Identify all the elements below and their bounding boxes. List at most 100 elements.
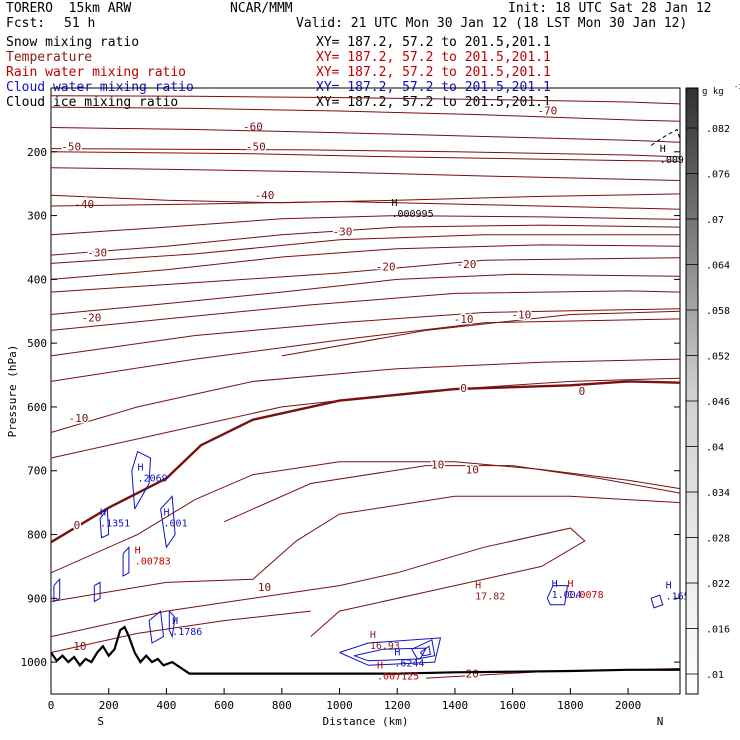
cloud-water-contour [353, 647, 427, 662]
max-marker: H [377, 660, 383, 671]
colorbar-tick-label: .064 [706, 261, 730, 272]
legend-xy: XY= 187.2, 57.2 to 201.5,201.1 [316, 35, 551, 50]
max-marker-value: .165 [666, 592, 690, 603]
temperature-contour-label: -50 [246, 141, 266, 154]
temperature-contour [50, 200, 681, 210]
max-marker-value: 1.004 [552, 590, 582, 601]
temperature-contour-label: -10 [511, 308, 531, 321]
init-time: Init: 18 UTC Sat 28 Jan 12 [508, 1, 712, 16]
max-marker-value: .6244 [394, 659, 424, 670]
x-tick-label: 800 [272, 699, 292, 712]
y-tick-label: 300 [27, 210, 47, 223]
temperature-contour-label: -50 [61, 141, 81, 154]
temperature-contour [50, 224, 681, 256]
temperature-contour [50, 95, 681, 105]
max-marker: H [100, 507, 106, 518]
cloud-water-contour [160, 495, 176, 549]
max-marker: H [391, 198, 397, 209]
x-tick-label: 1400 [442, 699, 469, 712]
temperature-contour [50, 257, 681, 293]
max-marker: H [660, 144, 666, 155]
max-marker: H [552, 579, 558, 590]
max-marker: H [666, 581, 672, 592]
cloud-ice-contour [650, 128, 681, 216]
x-tick-label: 1600 [499, 699, 526, 712]
colorbar-tick-label: .022 [706, 579, 730, 590]
max-marker-value: .007125 [377, 671, 419, 682]
y-tick-label: 200 [27, 146, 47, 159]
temperature-contour-label: -40 [255, 189, 275, 202]
max-marker-value: .009 [660, 155, 684, 166]
temperature-contour-label: 0 [460, 382, 467, 395]
temperature-contour [50, 461, 681, 574]
temperature-contour-label: -40 [74, 198, 94, 211]
fcst-label: Fcst: [6, 16, 46, 31]
max-marker: H [394, 648, 400, 659]
temperature-contour [50, 215, 681, 236]
y-tick-label: 700 [27, 465, 47, 478]
legend-label: Cloud ice mixing ratio [6, 95, 179, 110]
colorbar-tick-label: .082 [706, 124, 730, 135]
max-marker-value: .1351 [100, 518, 130, 529]
legend-label: Temperature [6, 50, 93, 65]
temperature-contour-label: -20 [376, 261, 396, 274]
temperature-contour-label: 0 [579, 385, 586, 398]
temperature-contour [281, 310, 681, 357]
legend-label: Rain water mixing ratio [6, 65, 187, 80]
y-tick-label: 1000 [21, 656, 48, 669]
temperature-contour [50, 151, 681, 162]
temperature-contour-label: 0 [74, 519, 81, 532]
max-marker-value: 16.93 [370, 641, 400, 652]
temperature-contour [50, 308, 681, 357]
cloud-water-contour [131, 450, 152, 510]
max-marker: H [172, 616, 178, 627]
terrain-line [50, 625, 680, 675]
temperature-contour-label: -20 [457, 258, 477, 271]
temperature-contour [50, 358, 681, 433]
max-marker-value: .000995 [391, 209, 433, 220]
temperature-contour [223, 465, 681, 523]
temperature-contour-label: 10 [258, 581, 271, 594]
x-tick-label: 200 [99, 699, 119, 712]
max-marker-value: .2069 [138, 474, 168, 485]
y-tick-label: 600 [27, 401, 47, 414]
max-marker: H [164, 507, 170, 518]
y-tick-label: 400 [27, 273, 47, 286]
cloud-water-contour [411, 639, 436, 660]
cloud-water-contour [53, 577, 61, 603]
max-marker: H [138, 463, 144, 474]
max-marker-value: .001 [164, 518, 188, 529]
cloud-water-contour [148, 610, 165, 644]
cloud-water-contour [546, 585, 569, 606]
x-tick-label: 1800 [557, 699, 584, 712]
max-marker-value: 17.82 [475, 592, 505, 603]
temperature-contour-label: -10 [68, 412, 88, 425]
temperature-contour-label: 20 [466, 668, 479, 681]
max-marker: H [567, 579, 573, 590]
temperature-contour-label: -30 [87, 247, 107, 260]
x-tick-label: 1200 [384, 699, 411, 712]
x-tick-label: 1000 [326, 699, 353, 712]
max-marker-value: .00783 [135, 557, 171, 568]
colorbar-tick-label: .076 [706, 170, 730, 181]
cloud-water-contour [339, 637, 442, 666]
temperature-contour-label: -70 [537, 104, 557, 117]
cloud-water-contour [650, 594, 664, 609]
x-endpoint-left: S [97, 715, 104, 728]
colorbar-tick-label: .046 [706, 397, 730, 408]
temperature-contour [50, 127, 681, 143]
max-marker: H [475, 581, 481, 592]
legend-xy: XY= 187.2, 57.2 to 201.5,201.1 [316, 50, 551, 65]
y-tick-label: 900 [27, 592, 47, 605]
temperature-contour [50, 610, 311, 653]
x-tick-label: 400 [156, 699, 176, 712]
x-tick-label: 2000 [615, 699, 642, 712]
colorbar-tick-label: .01 [706, 670, 724, 681]
colorbar-tick-label: .07 [706, 215, 724, 226]
center-title: NCAR/MMM [230, 1, 293, 16]
temperature-contour-label: -20 [81, 312, 101, 325]
temperature-contour [50, 495, 681, 602]
temperature-contour [50, 167, 681, 181]
